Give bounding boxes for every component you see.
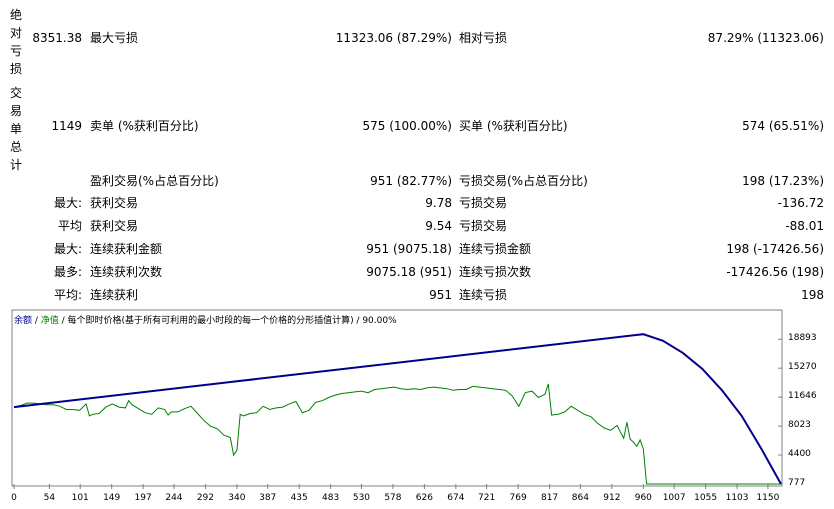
row-prefix: 最大: <box>53 242 82 256</box>
y-tick-label: 777 <box>788 478 806 488</box>
x-tick-label: 292 <box>196 493 215 503</box>
x-tick-label: 1055 <box>694 493 718 503</box>
x-tick-label: 864 <box>571 493 589 503</box>
x-tick-label: 530 <box>352 493 371 503</box>
row-right-label: 亏损交易 <box>459 196 508 210</box>
x-tick-label: 1150 <box>756 493 780 503</box>
legend-balance: 余额 <box>14 316 33 326</box>
loss-trades-value: 198 (17.23%) <box>742 174 824 188</box>
y-tick-label: 15270 <box>788 362 817 373</box>
legend-description: / 每个即时价格(基于所有可利用的最小时段的每一个价格的分形插值计算) / 90… <box>58 316 397 326</box>
total-trades-value: 1149 <box>51 119 82 133</box>
rel-drawdown-value: 87.29% (11323.06) <box>707 31 824 45</box>
x-tick-label: 960 <box>634 493 652 503</box>
x-tick-label: 912 <box>603 493 621 503</box>
row-left-label: 连续获利 <box>90 288 139 302</box>
y-tick-marks <box>778 338 782 485</box>
row-right-value: -136.72 <box>777 196 824 210</box>
short-trades-value: 575 (100.00%) <box>362 119 452 133</box>
y-tick-label: 11646 <box>788 391 817 402</box>
row-left-value: 951 <box>429 288 452 302</box>
x-tick-label: 626 <box>415 493 433 503</box>
profit-trades-label: 盈利交易(%占总百分比) <box>90 174 219 188</box>
y-tick-label: 8023 <box>788 420 811 431</box>
row-right-value: 198 <box>801 288 824 302</box>
max-drawdown-label: 最大亏损 <box>90 31 139 45</box>
row-right-label: 亏损交易 <box>459 219 508 233</box>
row-right-value: -17426.56 (198) <box>726 265 824 279</box>
x-tick-label: 674 <box>447 493 465 503</box>
x-tick-label: 340 <box>228 493 246 503</box>
long-trades-value: 574 (65.51%) <box>742 119 824 133</box>
y-tick-label: 18893 <box>788 333 817 344</box>
x-tick-label: 149 <box>103 493 121 503</box>
row-prefix: 平均: <box>53 288 82 302</box>
row-right-label: 连续亏损金额 <box>459 242 532 256</box>
x-tick-label: 244 <box>165 493 183 503</box>
row-right-label: 连续亏损次数 <box>459 265 532 279</box>
x-tick-label: 1103 <box>725 493 749 503</box>
row-left-label: 连续获利次数 <box>90 265 163 279</box>
balance-line <box>13 333 782 485</box>
x-tick-label: 1007 <box>662 493 686 503</box>
x-tick-label: 435 <box>290 493 308 503</box>
long-trades-label: 买单 (%获利百分比) <box>459 119 568 133</box>
y-tick-label: 4400 <box>788 449 811 460</box>
row-prefix: 平均 <box>57 219 82 233</box>
x-tick-label: 769 <box>509 493 527 503</box>
profit-trades-value: 951 (82.77%) <box>370 174 452 188</box>
row-right-value: 198 (-17426.56) <box>726 242 824 256</box>
x-tick-label: 578 <box>384 493 402 503</box>
row-left-value: 9.78 <box>425 196 452 210</box>
row-right-label: 连续亏损 <box>459 288 508 302</box>
rel-drawdown-label: 相对亏损 <box>459 31 508 45</box>
row-left-value: 951 (9075.18) <box>366 242 452 256</box>
x-tick-label: 197 <box>134 493 152 503</box>
row-left-label: 获利交易 <box>90 196 139 210</box>
x-tick-label: 54 <box>43 493 56 503</box>
x-tick-label: 101 <box>71 493 89 503</box>
x-tick-marks <box>13 484 769 489</box>
x-tick-label: 817 <box>540 493 559 503</box>
legend-equity: 净值 <box>40 316 59 326</box>
equity-line <box>13 383 781 485</box>
x-tick-label: 387 <box>259 493 277 503</box>
abs-loss-label: 绝 对 亏 损 <box>9 8 22 76</box>
chart-frame <box>11 309 783 487</box>
total-trades-label: 交 易 单 总 计 <box>9 86 22 172</box>
max-drawdown-value: 11323.06 (87.29%) <box>335 31 452 45</box>
loss-trades-label: 亏损交易(%占总百分比) <box>459 174 588 188</box>
row-left-label: 连续获利金额 <box>90 242 163 256</box>
x-tick-label: 0 <box>11 493 17 503</box>
row-prefix: 最大: <box>53 196 82 210</box>
abs-loss-value: 8351.38 <box>32 31 82 45</box>
x-tick-label: 721 <box>478 493 496 503</box>
x-tick-label: 483 <box>322 493 340 503</box>
row-left-label: 获利交易 <box>90 219 139 233</box>
row-left-value: 9075.18 (951) <box>366 265 452 279</box>
legend-sep: / <box>32 316 41 326</box>
chart-legend: 余额 / 净值 / 每个即时价格(基于所有可利用的最小时段的每一个价格的分形插值… <box>14 313 397 326</box>
row-right-value: -88.01 <box>785 219 824 233</box>
row-prefix: 最多: <box>53 265 82 279</box>
row-left-value: 9.54 <box>425 219 452 233</box>
short-trades-label: 卖单 (%获利百分比) <box>90 119 199 133</box>
